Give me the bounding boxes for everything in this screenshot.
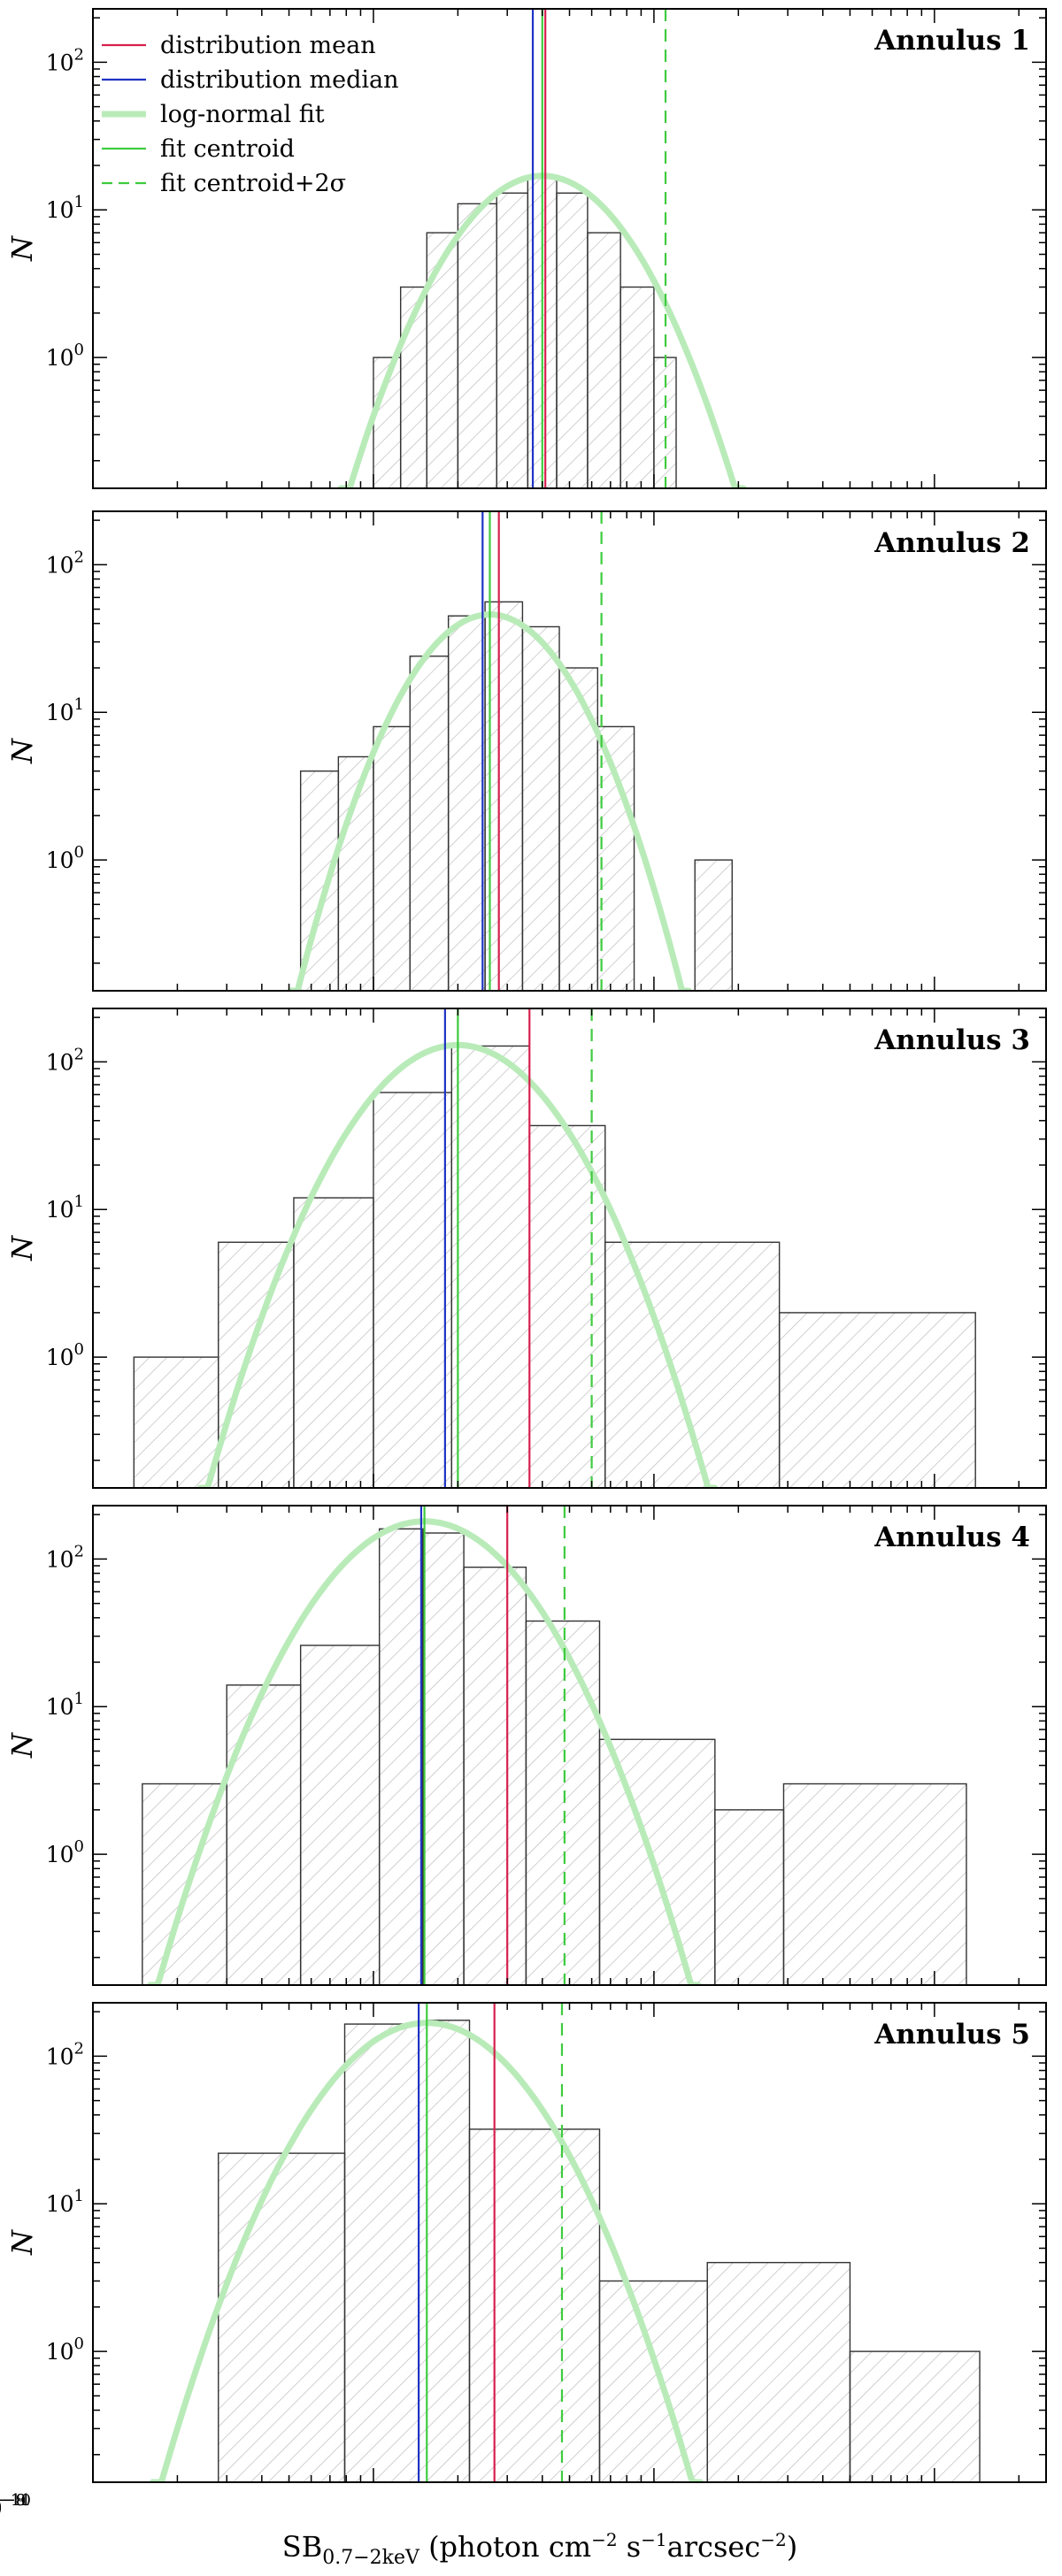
histogram-bar xyxy=(714,1809,785,1985)
y-tick-label: 102 xyxy=(46,1045,84,1075)
panel-annulus-3: 100 101 102 N Annulus 3 xyxy=(5,1008,1047,1489)
histogram-bar xyxy=(218,2152,346,2482)
histogram-bar xyxy=(496,192,529,488)
y-tick-label: 100 xyxy=(46,2334,84,2365)
x-axis-label-mid: s xyxy=(618,2530,642,2564)
y-tick-label: 101 xyxy=(46,193,84,223)
y-tick-label: 101 xyxy=(46,695,84,725)
histogram-bar xyxy=(426,232,459,488)
histogram-bar xyxy=(556,192,589,488)
histogram-bar xyxy=(778,1312,976,1488)
legend-label: fit centroid+2σ xyxy=(160,170,346,197)
x-tick-label: 10−9 xyxy=(0,2491,26,2521)
histogram-bar xyxy=(596,725,635,991)
x-axis-label-main: SB xyxy=(282,2530,322,2564)
histogram-bar xyxy=(849,2350,981,2482)
histogram-bar xyxy=(525,1620,601,1985)
y-tick-label: 100 xyxy=(46,1837,84,1867)
histogram-bar xyxy=(604,1241,781,1488)
x-tick-label: 10−8 xyxy=(0,2491,26,2521)
panel-title: Annulus 1 xyxy=(873,25,1030,57)
plot-area xyxy=(142,1506,967,1985)
y-axis-label: N xyxy=(5,1732,39,1759)
histogram-bar xyxy=(587,232,621,488)
x-axis-label-end: arcsec xyxy=(667,2530,761,2564)
plot-area xyxy=(337,9,747,488)
histogram-bar xyxy=(226,1684,302,1985)
histogram-bar xyxy=(343,2023,427,2482)
legend: distribution mean distribution median log-… xyxy=(102,32,399,197)
legend-label: distribution mean xyxy=(160,32,376,59)
y-tick-label: 100 xyxy=(46,1340,84,1370)
histogram-bar xyxy=(620,286,655,488)
histogram-bar xyxy=(706,2261,851,2482)
y-tick-label: 100 xyxy=(46,843,84,873)
panel-annulus-2: 100 101 102 N Annulus 2 xyxy=(5,510,1047,992)
y-tick-label: 102 xyxy=(46,45,84,75)
histogram-bar xyxy=(598,2280,708,2482)
y-tick-label: 100 xyxy=(46,341,84,371)
panel-annulus-5: 100 101 102 N Annulus 5 10−1110−1010−910−8 xyxy=(0,2002,1047,2521)
histogram-bar xyxy=(373,725,411,991)
histogram-bar xyxy=(218,1241,295,1488)
histogram-bar xyxy=(426,2020,471,2482)
x-axis-label-exp1: −2 xyxy=(591,2529,617,2550)
panel-title: Annulus 2 xyxy=(873,527,1030,559)
legend-label: fit centroid xyxy=(160,135,295,163)
y-tick-label: 102 xyxy=(46,548,84,578)
panel-annulus-4: 100 101 102 N Annulus 4 xyxy=(5,1505,1047,1986)
histogram-bar xyxy=(694,859,733,991)
histogram-bar xyxy=(457,203,497,488)
histogram-bar xyxy=(409,656,450,991)
x-axis-label-close: ) xyxy=(787,2530,797,2564)
y-axis-label: N xyxy=(5,738,39,764)
plot-area xyxy=(133,1008,976,1488)
histogram-bar xyxy=(447,615,486,991)
histogram-bar xyxy=(378,1528,424,1985)
y-tick-label: 101 xyxy=(46,1690,84,1720)
x-axis-label: SB0.7−2keV (photon cm−2 s−1arcsec−2) xyxy=(282,2529,797,2569)
histogram-bar xyxy=(463,1566,527,1985)
y-tick-label: 101 xyxy=(46,2187,84,2217)
x-axis-label-sub: 0.7−2keV xyxy=(322,2547,420,2569)
x-tick-label: 10−11 xyxy=(0,2491,31,2521)
y-axis-label: N xyxy=(5,2229,39,2256)
x-axis-label-exp3: −2 xyxy=(760,2529,786,2550)
panel-title: Annulus 5 xyxy=(873,2019,1030,2051)
plot-area xyxy=(288,511,733,991)
y-tick-label: 102 xyxy=(46,2039,84,2069)
histogram-bar xyxy=(468,2128,601,2482)
y-tick-label: 102 xyxy=(46,1542,84,1572)
panel-annulus-1: 100 101 102 N Annulus 1 xyxy=(5,8,1047,489)
x-tick-label: 10−10 xyxy=(0,2491,31,2521)
legend-label: log-normal fit xyxy=(160,101,325,128)
histogram-bar xyxy=(133,1356,219,1488)
histogram-bar xyxy=(450,1045,530,1488)
legend-label: distribution median xyxy=(160,66,399,94)
y-axis-label: N xyxy=(5,235,39,262)
histogram-bar xyxy=(422,1532,465,1985)
x-axis-label-exp2: −1 xyxy=(641,2529,666,2550)
x-axis-label-rest: (photon cm xyxy=(419,2530,591,2564)
histogram-bar xyxy=(782,1782,967,1985)
histogram-bar xyxy=(484,601,524,991)
histogram-bar xyxy=(299,1644,381,1985)
histogram-bar xyxy=(521,625,560,991)
histogram-bar xyxy=(293,1197,374,1488)
panel-title: Annulus 4 xyxy=(873,1522,1030,1553)
histogram-bar xyxy=(373,1092,453,1488)
y-axis-label: N xyxy=(5,1235,39,1261)
panel-title: Annulus 3 xyxy=(873,1024,1030,1056)
histogram-bar xyxy=(598,1738,716,1985)
plot-area xyxy=(149,2003,981,2482)
y-tick-label: 101 xyxy=(46,1192,84,1223)
